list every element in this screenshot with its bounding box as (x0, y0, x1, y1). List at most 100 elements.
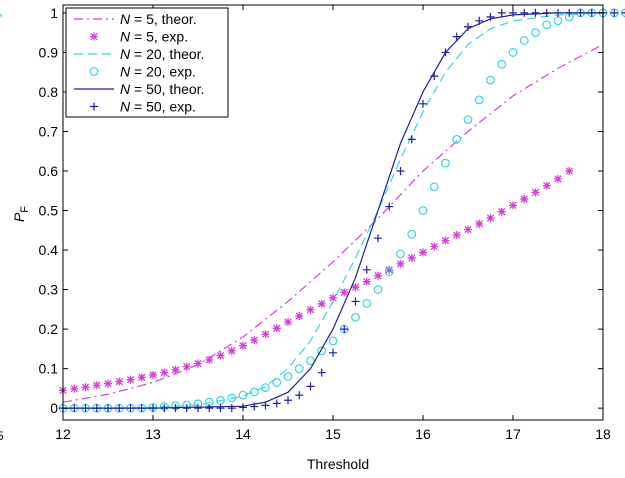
series-line (62, 43, 604, 403)
data-point (70, 404, 79, 413)
data-point (407, 135, 416, 144)
data-point (205, 355, 214, 364)
data-point (407, 253, 416, 262)
legend-label-var: N (120, 64, 131, 80)
data-point (239, 341, 247, 350)
data-point (385, 202, 394, 211)
left-edge-fragment: * (0, 11, 3, 25)
data-point (429, 182, 439, 192)
data-point (553, 16, 563, 26)
data-point (194, 359, 202, 368)
data-point (194, 404, 202, 413)
data-point (137, 373, 146, 382)
legend-label: N = 5, exp. (120, 29, 188, 45)
data-point (576, 8, 585, 17)
data-point (385, 265, 394, 274)
data-point (407, 229, 417, 239)
data-point (430, 242, 439, 251)
marker-stroke (70, 384, 79, 393)
data-point (396, 259, 405, 268)
data-point (227, 346, 236, 355)
data-point (419, 99, 427, 108)
marker-stroke (317, 299, 326, 308)
marker-stroke (261, 401, 270, 410)
data-point (104, 404, 112, 413)
marker-stroke (486, 214, 495, 223)
marker-stroke (464, 225, 472, 234)
data-point (115, 377, 124, 386)
marker-stroke (81, 383, 90, 392)
marker-stroke (520, 195, 529, 204)
data-point (171, 404, 180, 413)
y-tick-label: 0.7 (39, 123, 59, 139)
data-point (463, 115, 473, 125)
data-point (92, 404, 101, 413)
data-point (306, 382, 315, 391)
data-point (520, 195, 529, 204)
x-tick-label: 13 (145, 426, 161, 442)
legend-label-var: N (120, 46, 131, 62)
data-point (81, 404, 90, 413)
marker-stroke (284, 396, 292, 405)
legend-label-text: = 5, exp. (130, 29, 188, 45)
data-point (441, 158, 450, 168)
marker-stroke (407, 253, 416, 262)
legend-swatch (90, 32, 98, 41)
legend-label-text: = 50, theor. (130, 81, 204, 97)
marker-stroke (160, 368, 169, 377)
data-point (239, 403, 247, 412)
marker-stroke (340, 288, 349, 297)
y-tick-label: 0.4 (39, 242, 59, 258)
marker-stroke (419, 248, 427, 257)
y-tick-label: 0.6 (39, 163, 59, 179)
data-point (497, 207, 506, 216)
marker-stroke (227, 346, 236, 355)
data-point (160, 404, 169, 413)
data-point (329, 348, 337, 357)
data-point (396, 167, 405, 175)
marker-stroke (272, 324, 281, 333)
marker-stroke (205, 355, 214, 364)
legend-label-text: = 20, exp. (130, 64, 196, 80)
marker-stroke (497, 8, 506, 17)
data-point (216, 351, 225, 360)
legend-swatch (90, 102, 98, 111)
marker-stroke (576, 8, 585, 17)
x-tick-label: 14 (235, 426, 251, 442)
data-point (149, 370, 157, 379)
data-point (452, 134, 462, 144)
legend-label: N = 20, theor. (120, 46, 204, 62)
data-point (610, 8, 619, 17)
y-tick-label: 0.9 (39, 44, 59, 60)
marker-stroke (92, 404, 101, 413)
marker-stroke (137, 404, 146, 413)
marker-stroke (295, 391, 304, 400)
marker-stroke (295, 312, 304, 321)
data-point (441, 48, 450, 57)
marker-stroke (70, 404, 79, 413)
data-point (452, 231, 461, 240)
data-point (452, 32, 461, 41)
marker-stroke (194, 404, 202, 413)
marker-stroke (182, 404, 191, 413)
marker-stroke (531, 8, 540, 17)
marker-stroke (351, 297, 360, 306)
marker-stroke (126, 404, 135, 413)
data-point (216, 395, 225, 405)
marker-stroke (486, 12, 495, 21)
data-point (373, 285, 383, 294)
data-point (306, 305, 315, 314)
marker-stroke (227, 404, 236, 413)
marker-stroke (475, 219, 484, 228)
legend-label: N = 50, exp. (120, 99, 196, 115)
data-point (149, 404, 157, 413)
legend-label-var: N (120, 29, 131, 45)
data-point (160, 368, 169, 377)
data-point (283, 372, 293, 381)
marker-stroke (520, 8, 529, 17)
marker-stroke (587, 8, 596, 17)
marker-stroke (92, 381, 101, 390)
data-point (126, 375, 135, 384)
data-point (295, 312, 304, 321)
marker-stroke (430, 242, 439, 251)
